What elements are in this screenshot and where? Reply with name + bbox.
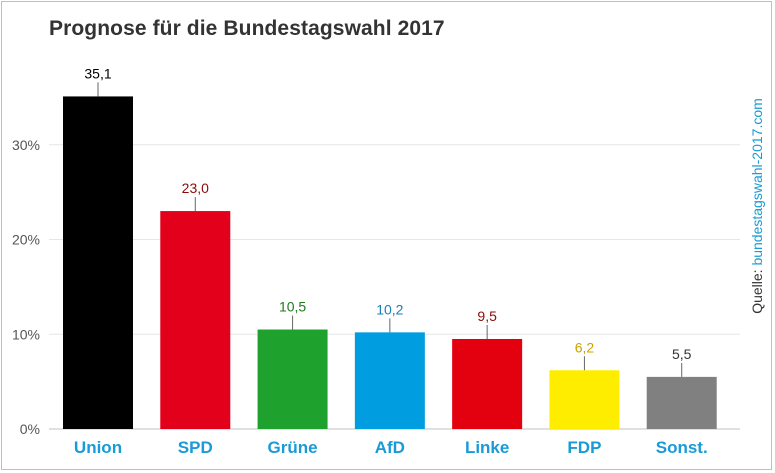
bar-grne[interactable]	[257, 329, 328, 429]
data-label: 6,2	[575, 339, 595, 355]
x-tick-label: SPD	[178, 438, 213, 457]
data-label: 9,5	[477, 308, 497, 324]
data-label: 35,1	[84, 65, 111, 81]
bar-spd[interactable]	[160, 211, 231, 429]
x-tick-label: Grüne	[268, 438, 318, 457]
y-tick-label: 10%	[12, 326, 40, 342]
x-tick-label: Linke	[465, 438, 509, 457]
bar-fdp[interactable]	[549, 370, 620, 429]
data-label: 10,5	[279, 299, 306, 315]
y-tick-label: 0%	[20, 421, 40, 437]
x-tick-label: Sonst.	[656, 438, 708, 457]
bar-linke[interactable]	[452, 338, 523, 429]
x-tick-label: FDP	[567, 438, 601, 457]
x-tick-label: Union	[74, 438, 122, 457]
bar-sonst[interactable]	[646, 376, 717, 429]
bar-union[interactable]	[63, 96, 133, 430]
source-link[interactable]: bundestagswahl-2017.com	[749, 98, 765, 266]
data-label: 10,2	[376, 301, 403, 317]
chart-title: Prognose für die Bundestagswahl 2017	[49, 17, 445, 40]
x-tick-label: AfD	[375, 438, 405, 457]
y-tick-label: 20%	[12, 232, 40, 248]
data-label: 5,5	[672, 346, 692, 362]
y-tick-label: 30%	[12, 137, 40, 153]
data-label: 23,0	[182, 180, 209, 196]
bar-afd[interactable]	[354, 332, 425, 429]
source-label: Quelle:	[749, 269, 765, 314]
